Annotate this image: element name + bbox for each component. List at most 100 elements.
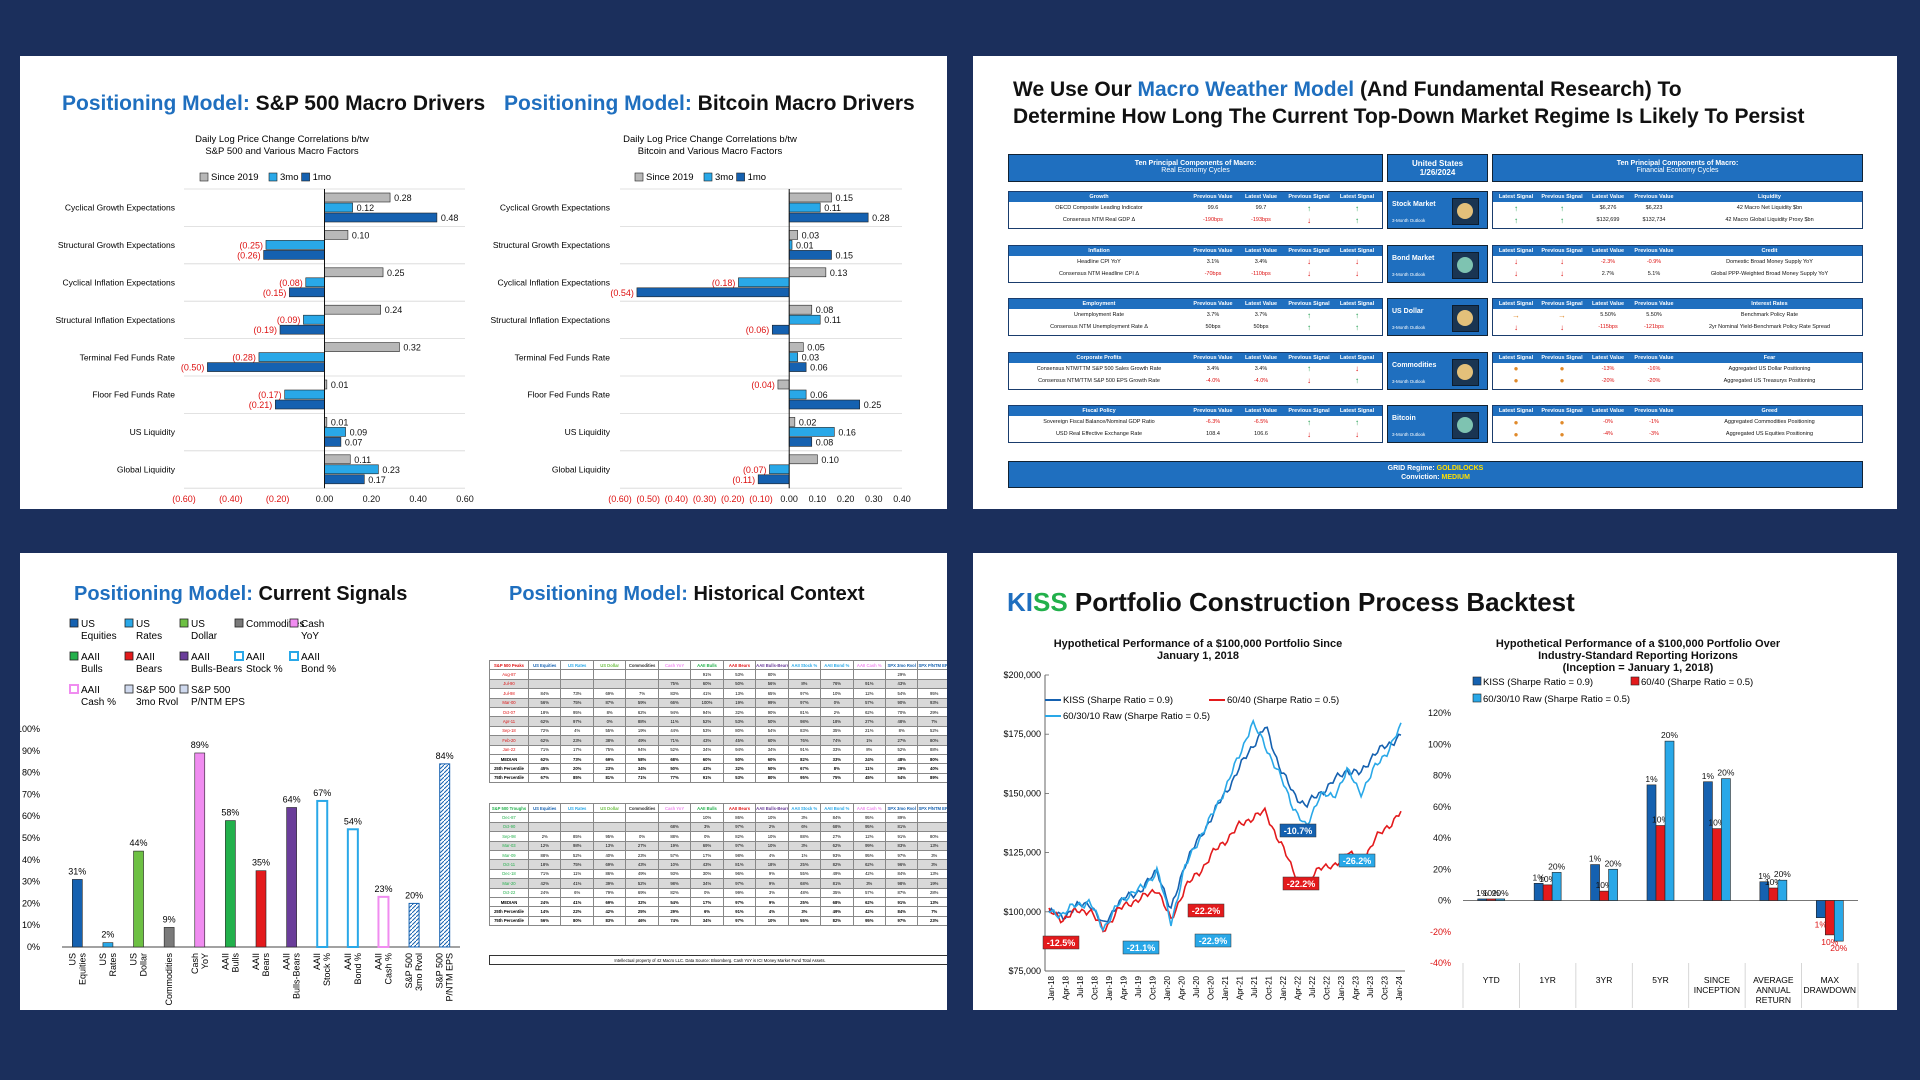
table-cell: Mar-00 (489, 697, 529, 708)
table-cell: 87% (884, 887, 919, 898)
horizon-bar (1664, 740, 1675, 901)
legend-label: AAII (191, 652, 210, 663)
indicator-value: -0.9% (1646, 258, 1662, 265)
table-cell: 81% (787, 706, 822, 718)
table-cell: 97% (560, 716, 594, 727)
indicator-value: -193bps (1251, 217, 1271, 223)
table-cell: 7% (917, 716, 947, 727)
table-cell: 25th Percentile (489, 906, 529, 917)
table-cell: 62% (527, 753, 562, 765)
table-cell: 42% (527, 878, 562, 889)
horizon-bar (1542, 884, 1553, 901)
outlook-signal-icon (1457, 203, 1473, 219)
table-cell: 97% (722, 840, 757, 851)
table-cell (527, 678, 562, 690)
table-cell: 55% (592, 725, 627, 737)
table-cell: 24% (527, 896, 562, 908)
x-tick-label: Bears (261, 953, 271, 977)
table-cell: 85% (560, 831, 594, 842)
table-cell: 84% (820, 812, 854, 823)
x-label-group: US Rates (98, 953, 118, 977)
indicator-value: -110bps (1251, 270, 1271, 277)
bar-value-label: 0.10 (821, 455, 839, 465)
y-tick-label: 0% (1438, 896, 1451, 906)
table-cell: 34% (690, 878, 724, 889)
table-cell: 13% (722, 688, 757, 699)
table-cell: 10% (755, 812, 789, 823)
legend-label: 60/40 (Sharpe Ratio = 0.5) (1641, 677, 1753, 688)
table-cell: 82% (787, 753, 822, 765)
bar-1mo (757, 474, 790, 485)
x-tick-label: US (129, 953, 139, 966)
bar-value-label: 0.06 (810, 390, 828, 400)
indicator-value: 2.7% (1601, 270, 1615, 277)
table-cell: 67% (787, 763, 822, 774)
drawdown-label: -22.2% (1287, 879, 1316, 889)
arrow-down-icon: ↓ (1514, 257, 1518, 266)
drawdown-callout (1279, 823, 1317, 838)
table-cell: 43% (625, 859, 659, 870)
bar-1mo (636, 287, 790, 298)
indicator-value: -4.0% (1253, 377, 1269, 384)
signal-bar (163, 927, 175, 948)
arrow-down-icon: ↓ (1307, 269, 1311, 278)
signal-value-label: 44% (130, 838, 148, 848)
column-header: Previous Value (1193, 354, 1233, 361)
outlook-sub: 3-Month Outlook (1392, 325, 1426, 330)
table-cell: 60% (755, 735, 789, 746)
column-header: US Rates (560, 802, 594, 814)
table-cell: 21% (852, 725, 886, 737)
signal-icon: ● (1513, 417, 1519, 427)
x-tick-label: Rates (108, 953, 118, 977)
table-cell: 87% (592, 697, 627, 708)
column-header: US Equities (527, 802, 562, 814)
x-label-group: Commodities (164, 953, 174, 1006)
table-row: Jul-98 84% 73% 69% 7% 83% 41% 13% 65% 97% 10% 12% 54… (489, 688, 947, 699)
bar-1mo (275, 399, 325, 410)
indicator-row: ● ● -0% -1% Aggregated Commodities Positioni… (1493, 416, 1862, 428)
x-tick-label: (0.20) (721, 494, 745, 504)
table-cell: 8% (820, 763, 854, 774)
table-cell: Dec-87 (489, 812, 529, 823)
signal-value-label: 20% (405, 890, 423, 900)
table-cell: MEDIAN (489, 896, 529, 908)
table-cell: 27% (820, 831, 854, 842)
table-cell: 43% (884, 678, 919, 690)
table-cell: 56% (755, 678, 789, 690)
indicator-label: Consensus NTM Real GDP Δ (1062, 217, 1136, 223)
table-cell: 62% (527, 716, 562, 727)
table-cell: 49% (625, 735, 659, 746)
indicator-row: ↓ ↓ -115bps -121bps 2yr Nominal Yield-Benchm… (1493, 321, 1862, 333)
x-tick-label: AAII (343, 953, 353, 970)
table-cell (625, 821, 659, 833)
legend-label: Equities (81, 631, 117, 642)
x-label-group: Apr-23 (1352, 975, 1361, 1000)
table-row: Sep-98 2% 85% 95% 0% 88% 0% 82% 10% 88% 27% 12% 91% 8… (489, 831, 947, 842)
indicator-value: 108.4 (1206, 431, 1220, 437)
indicator-row: ● ● -4% -3% Aggregated US Equities Positioni… (1493, 428, 1862, 440)
bar-value-label: 0.05 (807, 343, 825, 353)
legend-label: S&P 500 (191, 685, 231, 696)
x-label-group: Oct-23 (1381, 975, 1390, 1000)
table-cell: 91% (884, 831, 919, 842)
column-header: Previous Value (1634, 408, 1674, 414)
y-tick-label: $175,000 (1003, 729, 1041, 739)
indicator-row: Consensus NTM Headline CPI Δ -70bps -110bp… (1009, 268, 1382, 280)
column-header: AAII Bulls-Bears (755, 802, 789, 814)
x-tick-label: Jul-19 (1134, 975, 1143, 997)
table-cell: 12% (852, 831, 886, 842)
table-cell: 29% (917, 706, 947, 718)
table-cell: 29% (884, 669, 919, 680)
column-header: Cash YoY (657, 659, 692, 671)
category-label: US Liquidity (565, 427, 611, 437)
drawdown-label: -10.7% (1284, 826, 1313, 836)
drawdown-label: -22.9% (1199, 936, 1228, 946)
table-cell (560, 821, 594, 833)
x-tick-label: Oct-21 (1265, 975, 1274, 1000)
x-tick-label: 0.10 (809, 494, 827, 504)
x-label-group: AAII Bond % (343, 953, 363, 985)
indicator-value: 99.6 (1207, 205, 1219, 211)
table-row: Sep-18 72% 4% 55% 19% 44% 53% 80% 54% 83% 35% 21% 8%… (489, 725, 947, 737)
x-label-group: Apr-22 (1294, 975, 1303, 1000)
y-tick-label: 20% (1433, 864, 1451, 874)
